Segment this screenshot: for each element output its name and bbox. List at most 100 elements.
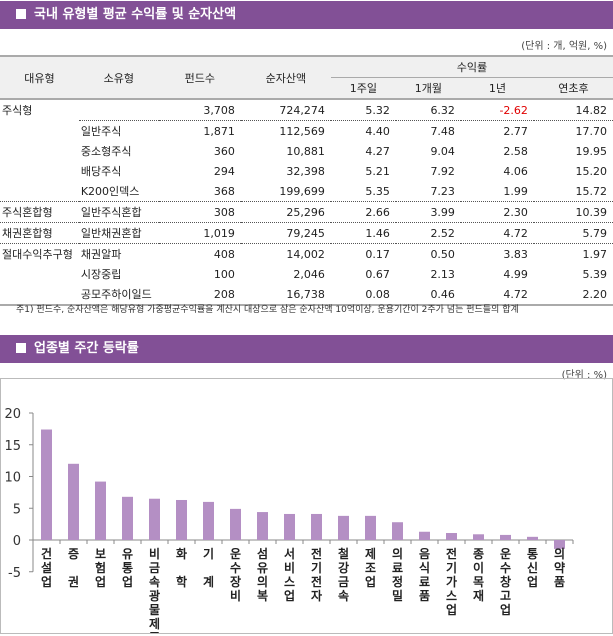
table-cell: 5.35 <box>365 184 390 198</box>
table-row: 주식형 3,708 724,274 5.32 6.32 -2.62 14.82 <box>0 99 613 121</box>
bar-16 <box>473 534 484 540</box>
table-cell: 4.06 <box>503 164 528 178</box>
table-cell <box>0 161 79 181</box>
table-cell: 15.72 <box>575 184 608 198</box>
table-cell: 주식형 <box>2 104 33 118</box>
bar-12 <box>365 515 376 540</box>
section-header-fund-returns: 국내 유형별 평균 수익률 및 순자산액 <box>0 1 613 29</box>
y-tick-label: 10 <box>4 471 21 486</box>
table-cell <box>79 99 159 121</box>
unit-label: (단위 : 개, 억원, %) <box>521 41 607 52</box>
section-header-sector: 업종별 주간 등락률 <box>0 335 613 363</box>
table-cell: 0.67 <box>365 267 390 281</box>
table-cell: 10,881 <box>286 144 325 158</box>
col-returns: 수익률 <box>330 56 613 78</box>
table-cell: 0.17 <box>330 243 396 264</box>
table-cell: 2.20 <box>582 287 608 301</box>
x-tick-label: 화 학 <box>176 546 187 589</box>
table-cell: 1.99 <box>503 184 528 198</box>
table-cell: 7.48 <box>395 120 461 141</box>
table-cell: 공모주하이일드 <box>80 288 152 301</box>
table-row: 일반주식 1,871 112,569 4.40 7.48 2.77 17.70 <box>0 120 613 141</box>
section-title: 업종별 주간 등락률 <box>34 341 139 356</box>
col-assets: 순자산액 <box>240 56 331 99</box>
table-cell: 408 <box>158 243 241 264</box>
bar-8 <box>257 512 268 540</box>
section-title: 국내 유형별 평균 수익률 및 순자산액 <box>34 7 237 22</box>
table-cell: 4.27 <box>365 144 390 158</box>
table-cell: 199,699 <box>279 184 325 198</box>
table-cell: 시장중립 <box>80 268 122 281</box>
y-tick-label: -5 <box>8 566 21 581</box>
table-cell: K200인덱스 <box>80 185 140 198</box>
bar-14 <box>419 531 430 540</box>
table-cell: 9.04 <box>430 144 455 158</box>
table-cell: 4.72 <box>503 287 528 301</box>
table-cell: 2.52 <box>395 222 461 244</box>
y-tick-label: 20 <box>4 407 21 422</box>
bar-7 <box>230 508 241 540</box>
bar-3 <box>122 496 133 540</box>
table-row: 절대수익추구형 채권알파 408 14,002 0.17 0.50 3.83 1.97 <box>0 243 613 264</box>
table-cell: 3,708 <box>203 103 235 117</box>
table-row: K200인덱스 368 199,699 5.35 7.23 1.99 15.72 <box>0 181 613 202</box>
table-cell: 4.40 <box>330 120 396 141</box>
table-cell: 32,398 <box>286 164 325 178</box>
table-cell: 4.99 <box>503 267 528 281</box>
table-row: 배당주식 294 32,398 5.21 7.92 4.06 15.20 <box>0 161 613 181</box>
table-row: 중소형주식 360 10,881 4.27 9.04 2.58 19.95 <box>0 141 613 161</box>
table-cell: 360 <box>213 144 235 158</box>
y-tick-label: 15 <box>4 439 21 454</box>
table-cell: 0.08 <box>365 287 390 301</box>
table-cell: 주식혼합형 <box>0 201 79 223</box>
table-cell: 16,738 <box>286 287 325 301</box>
y-tick-label: 5 <box>13 502 21 517</box>
table-cell: 5.39 <box>582 267 608 281</box>
x-tick-label: 기 계 <box>203 546 214 589</box>
bar-2 <box>95 481 106 540</box>
table-cell: 100 <box>213 267 235 281</box>
bar-13 <box>392 522 403 540</box>
bar-17 <box>500 534 511 540</box>
table-cell: 2.77 <box>460 120 534 141</box>
bar-6 <box>203 501 214 540</box>
table-row: 시장중립 100 2,046 0.67 2.13 4.99 5.39 <box>0 264 613 284</box>
table-cell: 5.21 <box>365 164 390 178</box>
table-cell: 368 <box>213 184 235 198</box>
table-cell: 112,569 <box>240 120 331 141</box>
bar-0 <box>41 429 52 540</box>
table-cell: 중소형주식 <box>80 145 132 158</box>
table-cell: 14.82 <box>575 103 608 117</box>
table-cell: 2.66 <box>330 201 396 223</box>
table-cell: 채권혼합형 <box>0 222 79 244</box>
table-cell: 6.32 <box>430 103 455 117</box>
square-icon <box>16 343 26 353</box>
bar-9 <box>284 513 295 540</box>
table-cell: 2.58 <box>503 144 528 158</box>
table-cell: 17.70 <box>533 120 613 141</box>
table-cell: 3.83 <box>460 243 534 264</box>
table-cell: -2.62 <box>499 103 528 117</box>
table-row: 공모주하이일드 208 16,738 0.08 0.46 4.72 2.20 <box>0 284 613 305</box>
table-cell: 308 <box>158 201 241 223</box>
table-cell: 14,002 <box>240 243 331 264</box>
col-1w: 1주일 <box>330 77 396 99</box>
bar-19 <box>554 540 565 549</box>
table-cell: 4.72 <box>460 222 534 244</box>
bar-10 <box>311 513 322 540</box>
table-cell: 7.23 <box>430 184 455 198</box>
table-cell: 7.92 <box>430 164 455 178</box>
table-cell: 724,274 <box>279 103 325 117</box>
